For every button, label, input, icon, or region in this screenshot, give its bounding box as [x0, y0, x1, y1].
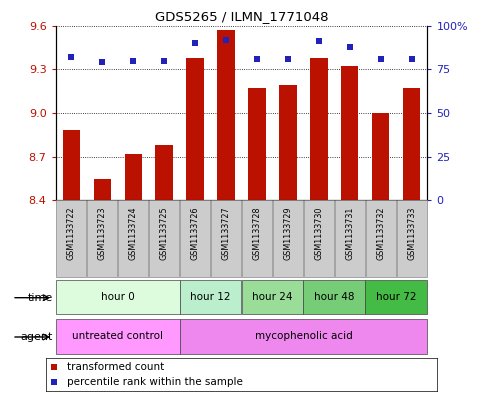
Bar — [125, 154, 142, 200]
Text: hour 0: hour 0 — [100, 292, 134, 302]
Bar — [367, 200, 396, 277]
Text: GSM1133727: GSM1133727 — [222, 207, 230, 260]
Text: mycophenolic acid: mycophenolic acid — [255, 331, 353, 341]
Bar — [87, 200, 116, 277]
Bar — [403, 88, 421, 200]
Bar — [156, 145, 172, 200]
Title: GDS5265 / ILMN_1771048: GDS5265 / ILMN_1771048 — [155, 10, 328, 23]
Bar — [248, 88, 266, 200]
Bar — [56, 320, 180, 354]
Bar — [186, 58, 203, 200]
Bar — [180, 280, 242, 314]
Bar — [57, 200, 85, 277]
Bar — [118, 200, 148, 277]
Bar — [366, 280, 427, 314]
Bar — [217, 30, 235, 200]
Bar — [242, 280, 303, 314]
Bar — [94, 178, 111, 200]
Text: hour 24: hour 24 — [252, 292, 293, 302]
Text: GSM1133729: GSM1133729 — [284, 207, 293, 260]
Text: percentile rank within the sample: percentile rank within the sample — [68, 377, 243, 387]
Bar — [372, 113, 389, 200]
Text: agent: agent — [21, 332, 53, 342]
Text: hour 12: hour 12 — [190, 292, 231, 302]
Bar — [280, 85, 297, 200]
Text: GSM1133722: GSM1133722 — [67, 207, 75, 260]
Text: GSM1133728: GSM1133728 — [253, 207, 261, 260]
Text: hour 48: hour 48 — [314, 292, 355, 302]
Bar — [181, 200, 210, 277]
Text: GSM1133725: GSM1133725 — [159, 207, 169, 260]
Text: transformed count: transformed count — [68, 362, 165, 372]
Bar — [56, 280, 180, 314]
Text: GSM1133732: GSM1133732 — [376, 207, 385, 260]
Bar — [398, 200, 426, 277]
Text: GSM1133730: GSM1133730 — [314, 207, 324, 260]
Text: time: time — [28, 293, 53, 303]
Bar — [149, 200, 179, 277]
Bar — [212, 200, 241, 277]
Text: GSM1133726: GSM1133726 — [190, 207, 199, 260]
Bar — [304, 200, 334, 277]
Text: untreated control: untreated control — [72, 331, 163, 341]
Bar — [62, 130, 80, 200]
Text: GSM1133723: GSM1133723 — [98, 207, 107, 260]
Bar — [242, 200, 271, 277]
Bar — [273, 200, 302, 277]
Bar — [341, 66, 358, 200]
Text: GSM1133724: GSM1133724 — [128, 207, 138, 260]
Bar — [335, 200, 365, 277]
Text: hour 72: hour 72 — [376, 292, 417, 302]
Text: GSM1133733: GSM1133733 — [408, 207, 416, 260]
Bar — [303, 280, 366, 314]
Text: GSM1133731: GSM1133731 — [345, 207, 355, 260]
Bar — [180, 320, 427, 354]
Bar — [311, 58, 327, 200]
